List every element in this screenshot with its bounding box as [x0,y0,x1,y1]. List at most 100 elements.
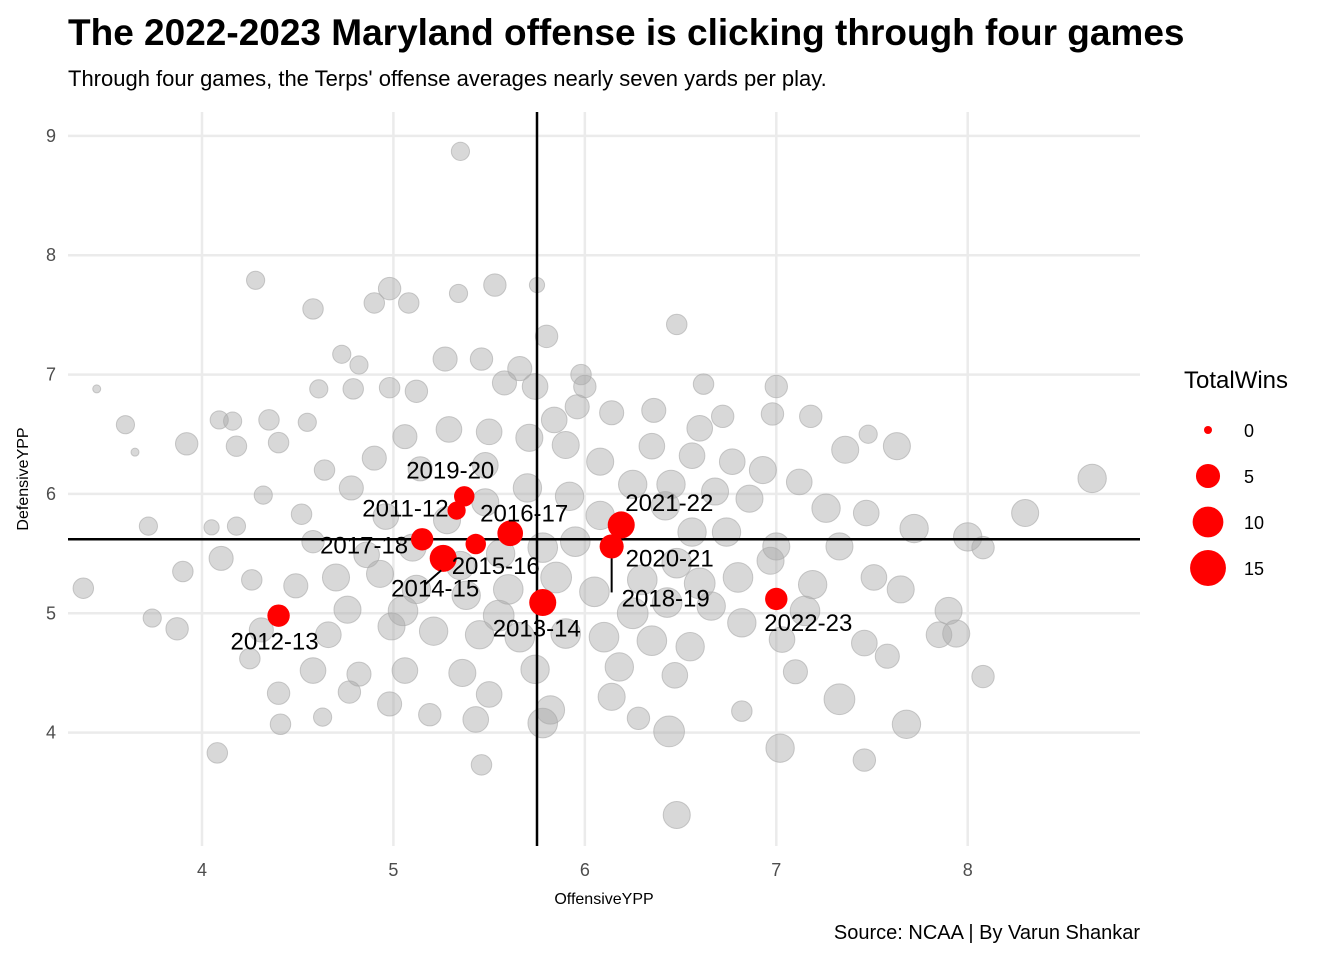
season-label: 2014-15 [391,575,479,602]
size-legend: TotalWins 0 5 10 15 [1184,367,1288,586]
background-point [852,499,880,527]
background-point [651,587,683,618]
background-point [448,283,469,304]
background-point [515,423,544,452]
background-point [661,547,693,579]
background-point [377,691,403,717]
background-point [782,659,808,685]
background-point [512,473,543,503]
season-label: 2016-17 [480,500,568,527]
highlighted-point [410,528,434,551]
legend-label: 10 [1244,513,1264,533]
background-point [450,141,471,161]
y-tick-label: 7 [46,365,56,385]
background-point [226,516,247,536]
background-point [604,652,634,682]
background-point [342,378,364,400]
background-point [811,493,841,523]
background-point [535,695,566,725]
background-point [337,680,362,704]
season-label: 2021-22 [625,490,713,517]
legend-label: 5 [1244,467,1254,487]
background-point [971,664,995,689]
season-label: 2018-19 [622,585,710,612]
legend-key [1204,426,1212,434]
background-point [349,355,369,375]
background-point [540,561,573,594]
background-point [248,617,274,643]
background-point [626,706,651,730]
background-point [550,618,582,649]
legend-label: 0 [1244,421,1254,441]
background-point [483,273,507,297]
background-point [638,432,666,460]
background-point [823,683,856,716]
background-point [333,595,362,624]
background-point [313,459,336,481]
background-point [366,559,395,588]
background-point [797,569,828,600]
background-point [588,621,620,653]
background-point [301,529,325,554]
background-point [768,626,796,653]
background-point [874,643,900,669]
background-point [858,424,878,444]
season-label: 2013-14 [493,616,581,643]
background-point [432,346,458,372]
background-point [297,412,317,432]
highlighted-point [454,486,475,507]
background-point [520,654,550,685]
background-point [554,481,585,511]
background-point [597,682,626,711]
background-point [953,522,983,552]
background-point [418,616,449,646]
background-point [735,484,764,513]
background-point [225,435,248,457]
background-point [666,313,688,336]
background-point [748,456,777,485]
x-tick-label: 7 [771,860,781,880]
background-point [269,713,292,735]
background-point [727,608,757,638]
background-point [971,535,995,560]
label-leader-line [424,569,442,586]
background-point [448,658,477,687]
highlighted-point [429,544,457,572]
background-point [678,442,706,470]
highlighted-point [602,537,621,556]
background-point [934,596,963,625]
background-point [626,564,658,596]
background-point [299,657,327,684]
background-point [208,545,234,571]
x-axis-title: OffensiveYPP [554,891,653,908]
background-point [616,597,649,630]
grid [68,112,1140,846]
background-point [762,532,791,561]
background-point [313,707,333,727]
background-point [534,324,559,349]
background-point [239,647,261,670]
background-point [653,715,685,748]
background-point [882,432,911,461]
background-point [683,567,716,600]
background-point [718,448,746,476]
background-point [267,431,290,454]
legend-key [1192,506,1224,538]
axis-ticks: 4 5 6 7 8 4 5 6 7 8 9 [46,126,973,880]
background-point [677,517,707,547]
x-tick-label: 8 [963,860,973,880]
background-point [398,292,420,314]
y-tick-label: 9 [46,126,56,146]
background-points [72,141,1107,829]
background-point [392,424,418,450]
season-label: 2012-13 [231,629,319,656]
highlighted-point [447,501,466,520]
season-label: 2019-20 [406,457,494,484]
chart-caption: Source: NCAA | By Varun Shankar [833,922,1140,944]
background-point [925,621,953,649]
legend-title: TotalWins [1184,367,1288,394]
background-point [599,400,625,426]
background-point [290,503,313,525]
background-point [521,373,549,400]
